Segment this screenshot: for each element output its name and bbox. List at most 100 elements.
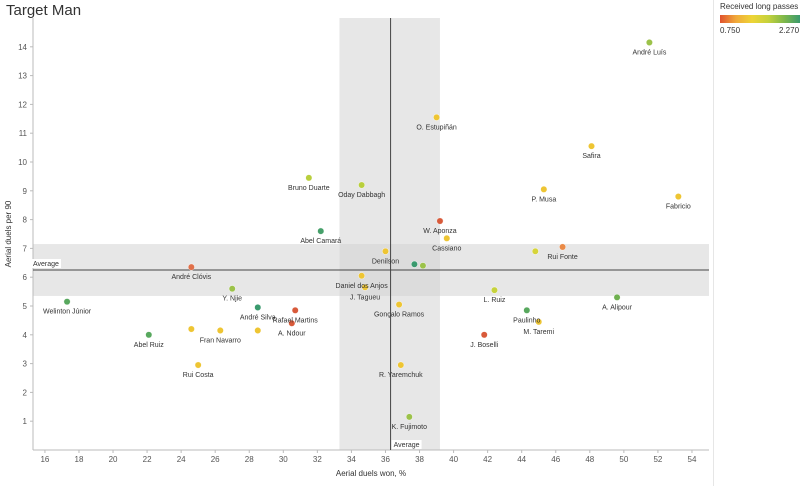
scatter-point bbox=[436, 217, 444, 225]
y-average-label-bg bbox=[31, 259, 61, 268]
scatter-point bbox=[480, 331, 488, 339]
scatter-point bbox=[228, 285, 236, 293]
y-tick-label: 10 bbox=[18, 158, 27, 167]
point-label: Denilson bbox=[372, 258, 399, 265]
point-label: Cassiano bbox=[432, 245, 461, 252]
scatter-point bbox=[288, 319, 296, 327]
point-label: Welinton Júnior bbox=[43, 309, 92, 316]
y-tick-label: 14 bbox=[18, 43, 27, 52]
scatter-point bbox=[291, 306, 299, 314]
scatter-point bbox=[397, 361, 405, 369]
scatter-point bbox=[535, 318, 543, 326]
scatter-point bbox=[63, 298, 71, 306]
point-label: André Clóvis bbox=[172, 274, 212, 281]
point-label: Oday Dabbagh bbox=[338, 192, 385, 199]
point-label: Fran Navarro bbox=[200, 337, 241, 344]
point-label: J. Boselli bbox=[470, 342, 498, 349]
y-tick-label: 12 bbox=[18, 100, 27, 109]
x-tick-label: 16 bbox=[40, 455, 49, 464]
scatter-point bbox=[411, 260, 418, 268]
scatter-point bbox=[613, 293, 621, 301]
scatter-point bbox=[443, 234, 451, 242]
point-label: W. Aponza bbox=[423, 228, 457, 235]
x-tick-label: 46 bbox=[551, 455, 560, 464]
scatter-point bbox=[382, 247, 389, 255]
color-legend[interactable]: Received long passes p... 0.750 2.270 bbox=[715, 0, 800, 44]
x-tick-label: 54 bbox=[688, 455, 697, 464]
scatter-point bbox=[419, 262, 427, 270]
point-label: L. Ruiz bbox=[484, 297, 506, 304]
scatter-point bbox=[523, 306, 531, 314]
x-axis-title: Aerial duels won, % bbox=[336, 469, 406, 478]
point-label: Bruno Duarte bbox=[288, 185, 330, 192]
point-label: Abel Camará bbox=[300, 238, 341, 245]
x-tick-label: 38 bbox=[415, 455, 424, 464]
y-tick-label: 13 bbox=[18, 72, 27, 81]
x-tick-label: 48 bbox=[585, 455, 594, 464]
y-tick-label: 7 bbox=[23, 244, 28, 253]
scatter-point bbox=[491, 286, 498, 294]
scatter-point bbox=[254, 304, 262, 311]
point-label: Paulinho bbox=[513, 317, 540, 324]
x-average-label: Average bbox=[394, 442, 420, 449]
page-title: Target Man bbox=[6, 2, 82, 19]
point-label: Gonçalo Ramos bbox=[374, 312, 425, 319]
scatter-point bbox=[187, 263, 195, 271]
x-tick-label: 28 bbox=[245, 455, 254, 464]
point-label: Safira bbox=[582, 153, 600, 160]
y-tick-label: 1 bbox=[23, 417, 28, 426]
scatter-point bbox=[395, 301, 403, 308]
y-axis-title: Aerial duels per 90 bbox=[4, 200, 13, 267]
point-label: Rafael Martins bbox=[273, 317, 319, 324]
scatter-point bbox=[216, 327, 224, 334]
legend-divider bbox=[713, 0, 714, 486]
x-average-band bbox=[339, 18, 440, 450]
x-tick-label: 24 bbox=[177, 455, 186, 464]
y-average-label: Average bbox=[33, 261, 59, 268]
x-tick-label: 44 bbox=[517, 455, 526, 464]
x-tick-label: 20 bbox=[109, 455, 118, 464]
x-tick-label: 22 bbox=[143, 455, 152, 464]
y-tick-label: 2 bbox=[23, 388, 28, 397]
legend-max-label: 2.270 bbox=[779, 26, 800, 35]
scatter-point bbox=[588, 142, 595, 150]
point-label: Rui Fonte bbox=[547, 254, 577, 261]
x-tick-label: 52 bbox=[653, 455, 662, 464]
scatter-point bbox=[559, 243, 566, 251]
y-tick-label: 8 bbox=[23, 216, 28, 225]
scatter-point bbox=[305, 174, 313, 182]
point-label: K. Fujimoto bbox=[392, 424, 428, 431]
point-label: Rui Costa bbox=[183, 372, 214, 379]
y-tick-label: 11 bbox=[19, 129, 28, 138]
point-label: Abel Ruiz bbox=[134, 342, 164, 349]
point-label: Y. Njie bbox=[222, 296, 242, 303]
point-label: André Silva bbox=[240, 314, 276, 321]
scatter-point bbox=[433, 113, 440, 121]
y-tick-label: 4 bbox=[23, 331, 28, 340]
scatter-point bbox=[674, 193, 682, 200]
scatter-point bbox=[540, 185, 548, 193]
point-label: P. Musa bbox=[531, 196, 556, 203]
x-tick-label: 34 bbox=[347, 455, 356, 464]
x-average-label-bg bbox=[391, 440, 422, 449]
scatter-point bbox=[405, 413, 413, 421]
point-label: A. Ndour bbox=[278, 330, 306, 337]
legend-min-label: 0.750 bbox=[720, 26, 741, 35]
point-label: R. Yaremchuk bbox=[379, 372, 423, 379]
scatter-point bbox=[187, 325, 195, 333]
x-tick-label: 40 bbox=[449, 455, 458, 464]
scatter-point bbox=[317, 227, 325, 235]
scatter-point bbox=[145, 331, 153, 339]
y-tick-label: 5 bbox=[23, 302, 28, 311]
point-label: Fabricio bbox=[666, 204, 691, 211]
scatter-point bbox=[361, 283, 369, 291]
x-tick-label: 18 bbox=[75, 455, 84, 464]
scatter-point bbox=[194, 361, 202, 369]
x-tick-label: 36 bbox=[381, 455, 390, 464]
y-tick-label: 6 bbox=[23, 273, 28, 282]
x-tick-label: 42 bbox=[483, 455, 492, 464]
x-tick-label: 32 bbox=[313, 455, 322, 464]
point-label: A. Alipour bbox=[602, 304, 633, 311]
scatter-point bbox=[254, 327, 262, 334]
